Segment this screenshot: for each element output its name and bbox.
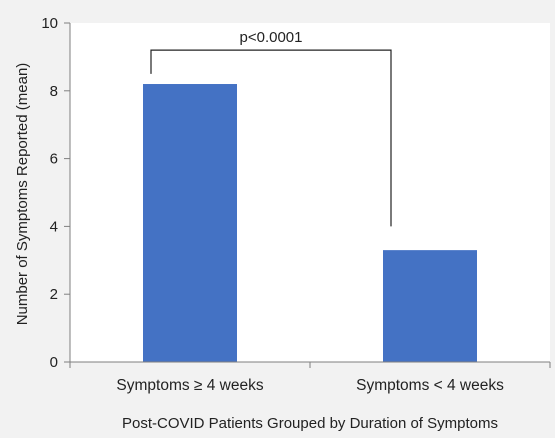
x-axis-title: Post-COVID Patients Grouped by Duration … [122, 415, 498, 432]
y-tick-label: 8 [50, 83, 58, 100]
y-axis-title: Number of Symptoms Reported (mean) [14, 63, 31, 326]
y-tick-label: 10 [41, 15, 58, 32]
y-tick-label: 6 [50, 151, 58, 168]
bar [143, 84, 237, 363]
x-tick-label: Symptoms ≥ 4 weeks [116, 377, 263, 394]
x-axis: Symptoms ≥ 4 weeks Symptoms < 4 weeks [69, 361, 551, 394]
bar [383, 250, 477, 362]
p-value-label: p<0.0001 [240, 29, 303, 46]
y-tick-label: 0 [50, 354, 58, 371]
plot-area [70, 23, 550, 362]
y-axis: 0 2 4 6 8 10 [41, 15, 71, 371]
y-tick-label: 2 [50, 286, 58, 303]
significance-annotation: p<0.0001 [150, 29, 392, 227]
significance-bracket [150, 49, 392, 227]
y-tick-label: 4 [50, 218, 58, 235]
bars [143, 84, 477, 363]
x-tick-label: Symptoms < 4 weeks [356, 377, 504, 394]
